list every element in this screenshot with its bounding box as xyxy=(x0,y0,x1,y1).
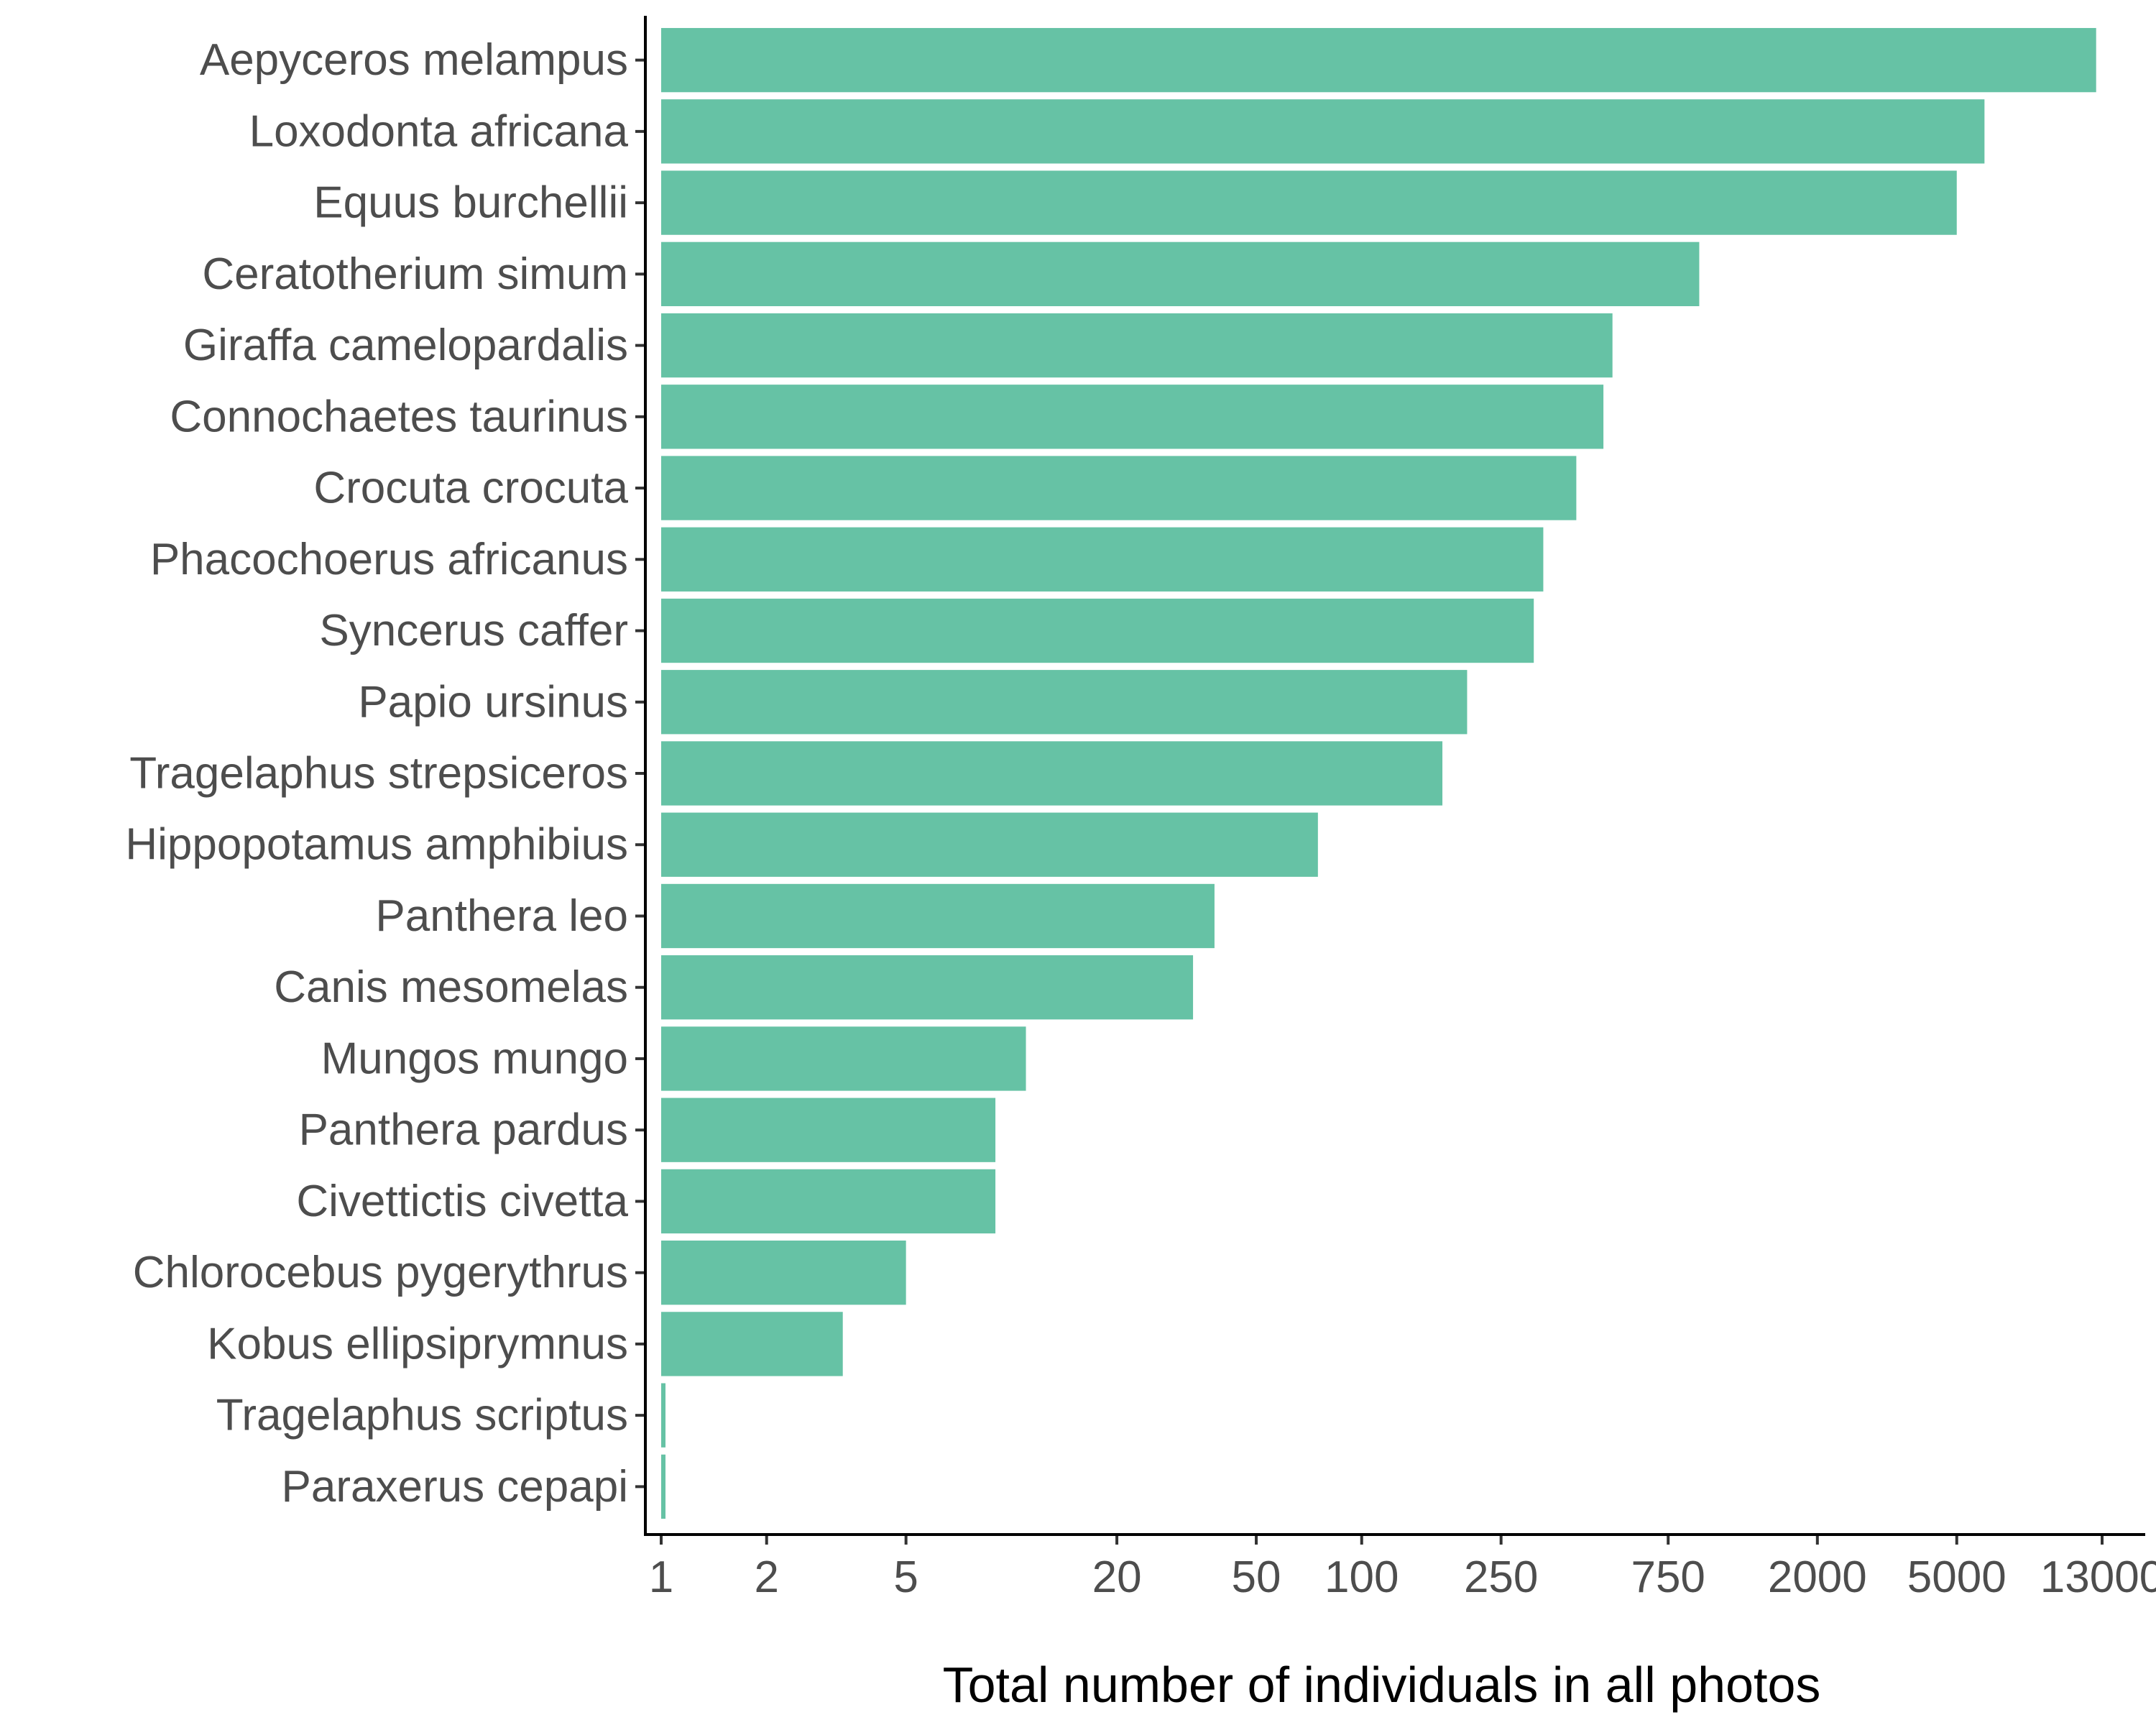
bar-equus-burchellii xyxy=(661,170,1957,235)
category-label-papio-ursinus: Papio ursinus xyxy=(358,677,628,727)
bar-tragelaphus-strepsiceros xyxy=(661,741,1443,806)
category-label-mungos-mungo: Mungos mungo xyxy=(321,1034,628,1083)
category-label-kobus-ellipsiprymnus: Kobus ellipsiprymnus xyxy=(207,1319,628,1368)
category-label-connochaetes-taurinus: Connochaetes taurinus xyxy=(170,392,628,441)
bar-civettictis-civetta xyxy=(661,1169,996,1234)
category-label-ceratotherium-simum: Ceratotherium simum xyxy=(202,249,628,299)
x-tick-label-50: 50 xyxy=(1232,1552,1281,1602)
category-label-panthera-leo: Panthera leo xyxy=(375,891,628,941)
x-tick-label-1: 1 xyxy=(649,1552,673,1602)
bar-panthera-pardus xyxy=(661,1098,996,1162)
x-tick-label-250: 250 xyxy=(1464,1552,1538,1602)
category-label-chlorocebus-pygerythrus: Chlorocebus pygerythrus xyxy=(133,1248,628,1297)
x-tick-label-750: 750 xyxy=(1631,1552,1705,1602)
category-labels: Aepyceros melampus Loxodonta africana Equu… xyxy=(125,35,645,1512)
category-label-syncerus-caffer: Syncerus caffer xyxy=(319,606,628,656)
category-label-paraxerus-cepapi: Paraxerus cepapi xyxy=(282,1462,629,1512)
bar-tragelaphus-scriptus xyxy=(661,1383,665,1448)
category-label-giraffa-camelopardalis: Giraffa camelopardalis xyxy=(183,321,628,370)
category-label-hippopotamus-amphibius: Hippopotamus amphibius xyxy=(125,820,628,870)
bar-canis-mesomelas xyxy=(661,955,1194,1020)
bar-papio-ursinus xyxy=(661,670,1468,735)
x-tick-label-20: 20 xyxy=(1092,1552,1142,1602)
bar-crocuta-crocuta xyxy=(661,456,1577,520)
bar-syncerus-caffer xyxy=(661,598,1534,663)
x-tick-label-2000: 2000 xyxy=(1768,1552,1867,1602)
category-label-aepyceros-melampus: Aepyceros melampus xyxy=(200,35,628,85)
bar-giraffa-camelopardalis xyxy=(661,313,1613,378)
bar-panthera-leo xyxy=(661,883,1215,949)
category-label-tragelaphus-scriptus: Tragelaphus scriptus xyxy=(216,1391,628,1440)
bar-phacochoerus-africanus xyxy=(661,527,1544,592)
x-tick-label-2: 2 xyxy=(754,1552,778,1602)
bar-kobus-ellipsiprymnus xyxy=(661,1312,843,1376)
category-label-crocuta-crocuta: Crocuta crocuta xyxy=(313,464,628,513)
bar-ceratotherium-simum xyxy=(661,242,1700,306)
bar-loxodonta-africana xyxy=(661,99,1985,164)
x-axis: 1 2 5 20 50 100 250 750 2000 5000 13000 xyxy=(649,1535,2156,1602)
bar-hippopotamus-amphibius xyxy=(661,812,1318,877)
x-tick-label-5: 5 xyxy=(893,1552,918,1602)
x-tick-label-100: 100 xyxy=(1325,1552,1399,1602)
bar-aepyceros-melampus xyxy=(661,27,2096,93)
category-label-panthera-pardus: Panthera pardus xyxy=(299,1105,628,1155)
x-tick-label-5000: 5000 xyxy=(1907,1552,2007,1602)
category-label-loxodonta-africana: Loxodonta africana xyxy=(249,106,629,156)
x-tick-label-13000: 13000 xyxy=(2040,1552,2156,1602)
category-label-tragelaphus-strepsiceros: Tragelaphus strepsiceros xyxy=(129,749,628,799)
bars-layer xyxy=(661,27,2096,1519)
bar-connochaetes-taurinus xyxy=(661,385,1604,449)
category-label-civettictis-civetta: Civettictis civetta xyxy=(296,1177,628,1226)
bar-chlorocebus-pygerythrus xyxy=(661,1241,906,1305)
x-axis-title: Total number of individuals in all photo… xyxy=(943,1657,1821,1713)
category-label-equus-burchellii: Equus burchellii xyxy=(313,178,628,228)
category-label-canis-mesomelas: Canis mesomelas xyxy=(274,962,628,1012)
bar-mungos-mungo xyxy=(661,1026,1026,1091)
category-label-phacochoerus-africanus: Phacochoerus africanus xyxy=(150,535,628,584)
bar-paraxerus-cepapi xyxy=(661,1454,665,1519)
